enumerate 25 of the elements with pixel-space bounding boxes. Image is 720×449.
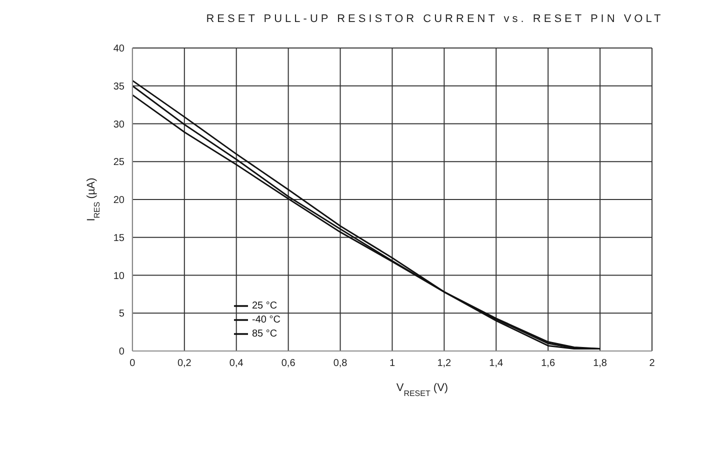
y-tick-label: 15 bbox=[113, 232, 125, 244]
x-tick-label: 1,2 bbox=[437, 358, 452, 370]
x-tick-label: 0,8 bbox=[333, 358, 348, 370]
y-tick-label: 20 bbox=[113, 195, 125, 206]
x-tick-label: 1,8 bbox=[593, 358, 608, 370]
legend-label: -40 °C bbox=[252, 314, 280, 326]
x-tick-label: 0,4 bbox=[229, 358, 244, 370]
x-tick-label: 2 bbox=[649, 358, 656, 370]
x-tick-label: 0,6 bbox=[281, 358, 296, 370]
y-tick-label: 25 bbox=[113, 157, 125, 168]
legend-label: 25 °C bbox=[252, 300, 278, 312]
x-tick-label: 0,2 bbox=[177, 358, 192, 370]
x-axis-title: V$_{RESET}$ (V) bbox=[396, 382, 448, 398]
y-tick-label: 0 bbox=[118, 346, 125, 358]
x-tick-label: 0 bbox=[130, 358, 136, 370]
y-tick-label: 40 bbox=[113, 44, 125, 55]
chart-title: RESET PULL-UP RESISTOR CURRENT vs. RESET PIN VOLT bbox=[205, 12, 665, 27]
y-tick-label: 30 bbox=[113, 119, 125, 130]
x-tick-label: 1,6 bbox=[541, 358, 556, 370]
x-tick-label: 1,4 bbox=[489, 358, 504, 370]
y-tick-label: 5 bbox=[118, 308, 125, 320]
legend-label: 85 °C bbox=[252, 328, 278, 340]
y-tick-label: 35 bbox=[113, 81, 125, 92]
x-tick-label: 1 bbox=[389, 358, 396, 370]
y-tick-label: 10 bbox=[113, 270, 125, 282]
